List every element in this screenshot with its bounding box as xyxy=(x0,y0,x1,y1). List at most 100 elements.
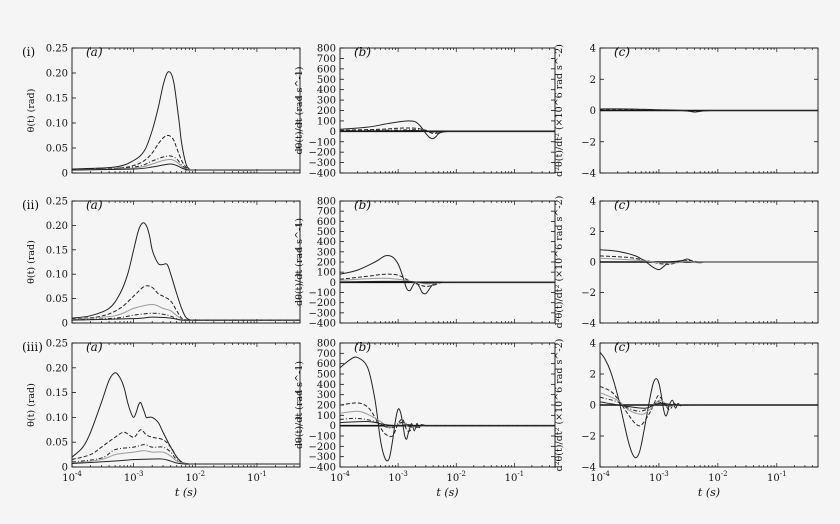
series-line-2 xyxy=(600,257,818,264)
x-axis-label: t (s) xyxy=(175,486,197,499)
y-tick-label: 4 xyxy=(590,197,596,208)
y-tick-label: 0 xyxy=(62,169,68,180)
panel-letter: (c) xyxy=(614,340,630,354)
panel-i-a: 0 0.05 0.10 0.15 0.20 0.25 θ(t) (rad) (a) (i) xyxy=(22,44,301,180)
y-tick-label: 0 xyxy=(62,319,68,330)
y-axis-label: θ(t) (rad) xyxy=(26,383,37,427)
series-line-2 xyxy=(340,129,555,133)
axes-frame xyxy=(339,47,556,174)
y-tick-label: −100 xyxy=(309,137,336,148)
panel-i-c: −4 −2 0 2 4 d²θ(t)/dt² (×10^6 rad s^-2) (c) xyxy=(554,44,819,180)
y-tick-label: 400 xyxy=(317,380,336,391)
y-tick-label: 0.10 xyxy=(46,413,68,424)
y-tick-label: 300 xyxy=(317,390,336,401)
panel-ii-c: −4 −2 0 2 4 d²θ(t)/dt² (×10^6 rad s^-2) (c) xyxy=(554,196,819,330)
panel-iii-b: −400−300−200−100010020030040050060070080… xyxy=(294,339,556,499)
series-line-3 xyxy=(340,129,555,133)
y-tick-label: −2 xyxy=(581,432,596,443)
y-tick-label: 0 xyxy=(590,106,596,117)
series-line-3 xyxy=(340,417,555,429)
y-tick-label: −2 xyxy=(581,137,596,148)
y-tick-label: 0.25 xyxy=(46,339,68,350)
panel-ii-b: −400−300−200−100010020030040050060070080… xyxy=(294,197,556,330)
y-tick-label: 400 xyxy=(317,237,336,248)
y-axis-label: d²θ(t)/dt² (×10^6 rad s^-2) xyxy=(554,44,565,177)
y-tick-label: −300 xyxy=(309,308,336,319)
series-line-4 xyxy=(600,401,818,409)
y-axis-label: θ(t) (rad) xyxy=(26,240,37,284)
panel-letter: (b) xyxy=(354,340,371,354)
y-tick-label: 0.05 xyxy=(46,438,68,449)
series-group xyxy=(340,120,555,140)
x-tick-label: 10-4 xyxy=(590,470,610,484)
panel-i-b: −400−300−200−100010020030040050060070080… xyxy=(294,44,556,180)
series-line-3 xyxy=(340,280,555,284)
y-tick-label: 500 xyxy=(317,370,336,381)
y-tick-label: −400 xyxy=(309,463,336,474)
row-label: (i) xyxy=(22,45,35,59)
series-line-1 xyxy=(72,429,300,465)
y-axis-label: dθ(t)/dt (rad s^-1) xyxy=(294,67,305,155)
series-line-1 xyxy=(72,134,300,171)
y-tick-label: −2 xyxy=(581,288,596,299)
series-line-4 xyxy=(340,420,555,427)
x-tick-label: 10-4 xyxy=(62,470,82,484)
y-tick-label: 300 xyxy=(317,247,336,258)
y-tick-label: −4 xyxy=(581,319,596,330)
panel-iii-a: 0 0.05 0.10 0.15 0.20 0.25 10-4 10-3 10-2 10-1 t (… xyxy=(22,339,301,499)
axes-frame xyxy=(339,342,556,468)
y-tick-label: 0.15 xyxy=(46,245,68,256)
y-tick-label: 800 xyxy=(317,44,336,55)
y-tick-label: 0.15 xyxy=(46,388,68,399)
y-tick-label: 500 xyxy=(317,227,336,238)
series-line-4 xyxy=(72,316,300,321)
axes-frame xyxy=(71,342,301,468)
series-group xyxy=(72,71,300,171)
y-tick-label: −4 xyxy=(581,169,596,180)
x-tick-label: 10-2 xyxy=(185,470,205,484)
panel-letter: (c) xyxy=(614,45,630,59)
series-line-1 xyxy=(340,273,555,287)
y-axis-label: d²θ(t)/dt² (×10^6 rad s^-2) xyxy=(554,339,565,472)
series-line-0 xyxy=(340,356,555,462)
x-tick-label: 10-2 xyxy=(446,470,466,484)
x-tick-label: 10-2 xyxy=(708,470,728,484)
y-tick-label: 200 xyxy=(317,106,336,117)
y-tick-label: 0.10 xyxy=(46,270,68,281)
panel-letter: (a) xyxy=(86,340,103,354)
y-tick-label: −400 xyxy=(309,169,336,180)
y-tick-label: 0.10 xyxy=(46,119,68,130)
x-tick-label: 10-1 xyxy=(247,470,267,484)
y-tick-label: 300 xyxy=(317,96,336,107)
series-line-1 xyxy=(600,109,818,112)
series-group xyxy=(72,372,300,465)
y-axis-label: dθ(t)/dt (rad s^-1) xyxy=(294,361,305,449)
series-line-0 xyxy=(72,372,300,465)
series-group xyxy=(340,356,555,462)
y-tick-label: 0 xyxy=(330,421,336,432)
y-tick-label: 4 xyxy=(590,339,596,350)
series-line-0 xyxy=(340,254,555,295)
x-tick-label: 10-3 xyxy=(124,470,144,484)
series-group xyxy=(600,351,818,459)
series-line-1 xyxy=(340,402,555,438)
series-line-4 xyxy=(72,458,300,465)
series-group xyxy=(600,249,818,271)
series-line-0 xyxy=(72,71,300,171)
y-tick-label: 400 xyxy=(317,85,336,96)
x-tick-label: 10-3 xyxy=(649,470,669,484)
row-label: (ii) xyxy=(22,198,39,212)
y-tick-label: 0.20 xyxy=(46,69,68,80)
y-tick-label: 600 xyxy=(317,359,336,370)
axes-frame xyxy=(339,200,556,324)
y-tick-label: 0 xyxy=(62,463,68,474)
y-axis-label: θ(t) (rad) xyxy=(26,89,37,133)
y-tick-label: −200 xyxy=(309,298,336,309)
y-tick-label: 200 xyxy=(317,258,336,269)
y-tick-label: −300 xyxy=(309,158,336,169)
y-tick-label: 100 xyxy=(317,268,336,279)
series-line-2 xyxy=(600,392,818,415)
panel-ii-a: 0 0.05 0.10 0.15 0.20 0.25 θ(t) (rad) (a) (ii) xyxy=(22,197,301,330)
y-tick-label: 600 xyxy=(317,64,336,75)
series-group xyxy=(600,108,818,113)
